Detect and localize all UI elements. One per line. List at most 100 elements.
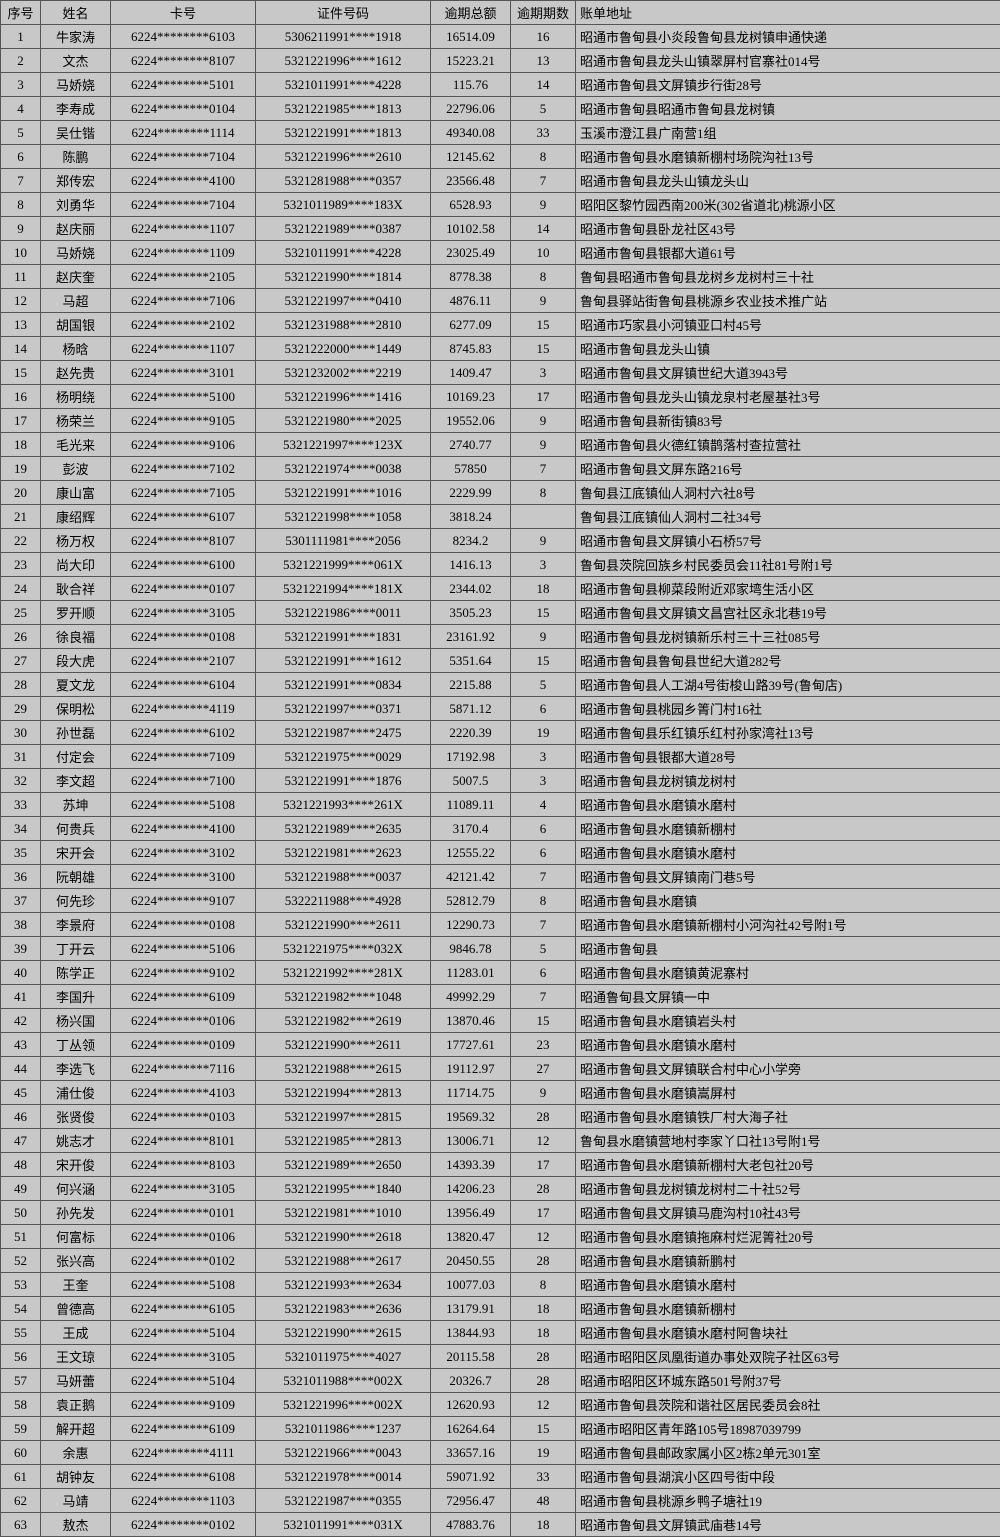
cell-amount: 19569.32: [431, 1105, 511, 1129]
table-row: 44李选飞6224********71165321221988****26151…: [1, 1057, 1000, 1081]
cell-address: 昭通市昭阳区青年路105号18987039799: [576, 1417, 1000, 1441]
cell-name: 杨兴国: [41, 1009, 111, 1033]
cell-card: 6224********9106: [111, 433, 256, 457]
cell-address: 昭通市鲁甸县邮政家属小区2栋2单元301室: [576, 1441, 1000, 1465]
cell-card: 6224********4103: [111, 1081, 256, 1105]
cell-address: 昭通市鲁甸县文屏镇文昌宫社区永北巷19号: [576, 601, 1000, 625]
cell-address: 昭通市鲁甸县文屏镇武庙巷14号: [576, 1513, 1000, 1537]
cell-seq: 9: [1, 217, 41, 241]
cell-name: 马娇娆: [41, 73, 111, 97]
cell-id: 5321221990****2611: [256, 913, 431, 937]
cell-periods: 9: [511, 625, 576, 649]
cell-amount: 20115.58: [431, 1345, 511, 1369]
table-row: 47姚志才6224********81015321221985****28131…: [1, 1129, 1000, 1153]
cell-seq: 14: [1, 337, 41, 361]
header-card: 卡号: [111, 1, 256, 25]
cell-address: 昭通市鲁甸县龙头山镇翠屏村官寨社014号: [576, 49, 1000, 73]
cell-seq: 7: [1, 169, 41, 193]
cell-id: 5321221975****0029: [256, 745, 431, 769]
cell-card: 6224********4119: [111, 697, 256, 721]
cell-amount: 8745.83: [431, 337, 511, 361]
cell-seq: 51: [1, 1225, 41, 1249]
table-row: 27段大虎6224********21075321221991****16125…: [1, 649, 1000, 673]
cell-seq: 52: [1, 1249, 41, 1273]
table-row: 61胡钟友6224********61085321221978****00145…: [1, 1465, 1000, 1489]
cell-id: 5321221990****2618: [256, 1225, 431, 1249]
table-row: 57马妍蕾6224********51045321011988****002X2…: [1, 1369, 1000, 1393]
cell-address: 昭通市鲁甸县茨院和谐社区居民委员会8社: [576, 1393, 1000, 1417]
cell-address: 昭通市鲁甸县新街镇83号: [576, 409, 1000, 433]
cell-seq: 60: [1, 1441, 41, 1465]
cell-amount: 9846.78: [431, 937, 511, 961]
table-row: 42杨兴国6224********01065321221982****26191…: [1, 1009, 1000, 1033]
cell-periods: 12: [511, 1225, 576, 1249]
cell-id: 5321221983****2636: [256, 1297, 431, 1321]
cell-seq: 50: [1, 1201, 41, 1225]
cell-periods: 8: [511, 481, 576, 505]
cell-address: 鲁甸县昭通市鲁甸县龙树乡龙树村三十社: [576, 265, 1000, 289]
cell-seq: 25: [1, 601, 41, 625]
cell-address: 昭通市鲁甸县水磨镇: [576, 889, 1000, 913]
table-row: 25罗开顺6224********31055321221986****00113…: [1, 601, 1000, 625]
cell-id: 5321221990****2615: [256, 1321, 431, 1345]
cell-address: 昭阳区黎竹园西南200米(302省道北)桃源小区: [576, 193, 1000, 217]
cell-amount: 13870.46: [431, 1009, 511, 1033]
cell-amount: 3170.4: [431, 817, 511, 841]
table-row: 17杨荣兰6224********91055321221980****20251…: [1, 409, 1000, 433]
cell-name: 毛光来: [41, 433, 111, 457]
cell-seq: 10: [1, 241, 41, 265]
cell-card: 6224********3100: [111, 865, 256, 889]
cell-amount: 20326.7: [431, 1369, 511, 1393]
cell-name: 耿合祥: [41, 577, 111, 601]
cell-periods: 6: [511, 817, 576, 841]
cell-address: 鲁甸县茨院回族乡村民委员会11社81号附1号: [576, 553, 1000, 577]
cell-amount: 1409.47: [431, 361, 511, 385]
cell-amount: 23025.49: [431, 241, 511, 265]
cell-address: 昭通市鲁甸县水磨镇新棚村场院沟社13号: [576, 145, 1000, 169]
cell-seq: 27: [1, 649, 41, 673]
header-seq: 序号: [1, 1, 41, 25]
cell-card: 6224********6109: [111, 985, 256, 1009]
cell-seq: 6: [1, 145, 41, 169]
cell-periods: 15: [511, 1009, 576, 1033]
cell-card: 6224********6102: [111, 721, 256, 745]
cell-card: 6224********0108: [111, 625, 256, 649]
cell-id: 5321221997****0371: [256, 697, 431, 721]
cell-id: 5321231988****2810: [256, 313, 431, 337]
cell-address: 昭通市鲁甸县桃源乡鸭子塘社19: [576, 1489, 1000, 1513]
cell-amount: 42121.42: [431, 865, 511, 889]
cell-address: 昭通市鲁甸县水磨镇新棚村大老包社20号: [576, 1153, 1000, 1177]
cell-id: 5321221992****281X: [256, 961, 431, 985]
cell-amount: 13006.71: [431, 1129, 511, 1153]
table-row: 55王成6224********51045321221990****261513…: [1, 1321, 1000, 1345]
cell-amount: 20450.55: [431, 1249, 511, 1273]
cell-card: 6224********6100: [111, 553, 256, 577]
cell-amount: 5007.5: [431, 769, 511, 793]
cell-seq: 45: [1, 1081, 41, 1105]
cell-name: 康绍辉: [41, 505, 111, 529]
cell-amount: 3818.24: [431, 505, 511, 529]
cell-seq: 16: [1, 385, 41, 409]
cell-id: 5321221986****0011: [256, 601, 431, 625]
cell-card: 6224********4111: [111, 1441, 256, 1465]
table-row: 10马娇娆6224********11095321011991****42282…: [1, 241, 1000, 265]
cell-address: 昭通市鲁甸县文屏镇小石桥57号: [576, 529, 1000, 553]
table-header-row: 序号 姓名 卡号 证件号码 逾期总额 逾期期数 账单地址: [1, 1, 1000, 25]
cell-id: 5321221991****1876: [256, 769, 431, 793]
cell-periods: 13: [511, 49, 576, 73]
cell-address: 昭通市鲁甸县水磨镇嵩屏村: [576, 1081, 1000, 1105]
cell-periods: 14: [511, 73, 576, 97]
cell-card: 6224********7104: [111, 193, 256, 217]
cell-seq: 57: [1, 1369, 41, 1393]
table-row: 34何贵兵6224********41005321221989****26353…: [1, 817, 1000, 841]
cell-amount: 5351.64: [431, 649, 511, 673]
cell-card: 6224********7106: [111, 289, 256, 313]
cell-id: 5321221966****0043: [256, 1441, 431, 1465]
cell-seq: 12: [1, 289, 41, 313]
cell-card: 6224********0106: [111, 1009, 256, 1033]
cell-address: 鲁甸县水磨镇营地村李家丫口社13号附1号: [576, 1129, 1000, 1153]
table-row: 56王文琼6224********31055321011975****40272…: [1, 1345, 1000, 1369]
cell-id: 5321221991****1831: [256, 625, 431, 649]
table-row: 58袁正鹅6224********91095321221996****002X1…: [1, 1393, 1000, 1417]
cell-address: 昭通市鲁甸县水磨镇拖麻村烂泥箐社20号: [576, 1225, 1000, 1249]
